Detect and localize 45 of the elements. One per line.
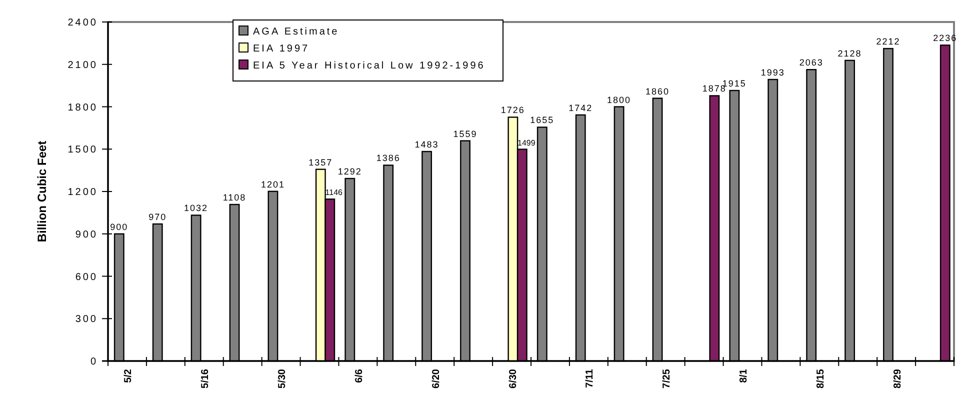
data-label: 1499 [518,138,536,148]
x-tick-label: 7/25 [662,368,673,388]
data-label: 1357 [308,157,333,168]
data-label: 2063 [799,58,824,68]
data-label: 1292 [338,166,362,177]
y-tick-label: 1200 [68,187,98,198]
data-label: 1386 [376,153,400,164]
y-tick-label: 900 [75,229,98,240]
data-label: 1655 [530,115,554,126]
data-label: 2212 [876,36,900,47]
y-tick-label: 2100 [68,60,98,71]
x-tick-label: 6/30 [508,368,519,388]
y-tick-label: 2400 [68,18,98,28]
data-label: 2128 [838,48,862,58]
data-label: 1201 [260,179,285,190]
x-tick-label: 5/2 [123,368,134,383]
x-tick-label: 5/30 [277,368,288,388]
data-label: 1993 [760,67,785,78]
legend-label: EIA 1997 [253,44,310,54]
x-tick-label: 8/15 [815,368,826,388]
data-label: 1108 [222,192,246,202]
data-label: 2236 [933,33,958,44]
data-label: 1559 [453,128,478,139]
data-label: 970 [148,212,167,222]
x-tick-label: 8/29 [892,368,904,388]
data-label: 1860 [646,86,670,96]
x-tick-label: 6/20 [430,368,442,388]
y-tick-label: 0 [90,356,98,368]
data-label: 1483 [414,140,439,150]
x-tick-label: 8/1 [738,368,750,383]
legend-label: AGA Estimate [253,26,340,38]
data-label: 1726 [500,105,525,116]
data-label: 1800 [607,94,632,105]
y-axis-title: Billion Cubic Feet [35,140,49,242]
data-label: 900 [110,222,128,232]
y-tick-label: 600 [75,272,98,283]
x-tick-label: 5/16 [200,368,212,388]
y-tick-label: 1800 [68,102,98,114]
x-tick-label: 6/6 [354,368,365,383]
y-tick-label: 1500 [68,144,98,156]
legend-label: EIA 5 Year Historical Low 1992-1996 [253,60,486,72]
data-label: 1032 [184,203,208,214]
x-tick-label: 7/11 [584,368,596,388]
data-label: 1742 [568,102,593,113]
y-tick-label: 300 [75,314,98,326]
